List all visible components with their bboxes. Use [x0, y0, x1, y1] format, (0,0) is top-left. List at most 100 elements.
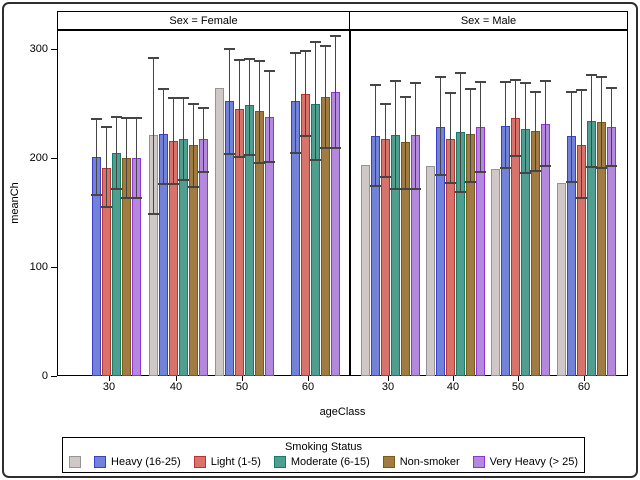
error-cap-top [390, 79, 401, 82]
error-cap-top [370, 83, 381, 86]
error-whisker [505, 81, 506, 168]
legend-entry: Heavy (16-25) [94, 454, 181, 470]
error-whisker [173, 98, 174, 185]
error-cap-bottom [500, 166, 511, 169]
error-cap-bottom [121, 197, 132, 200]
error-cap-bottom [91, 194, 102, 197]
error-cap-bottom [465, 180, 476, 183]
x-axis-title: ageClass [319, 406, 366, 418]
error-whisker [571, 91, 572, 182]
error-whisker [515, 79, 516, 156]
error-cap-top [121, 116, 132, 119]
y-tick-label: 100 [29, 261, 48, 273]
error-cap-top [198, 106, 209, 109]
error-whisker [450, 92, 451, 184]
legend-swatch-icon [472, 456, 485, 468]
error-cap-top [540, 79, 551, 82]
error-cap-bottom [188, 186, 199, 189]
error-cap-bottom [370, 185, 381, 188]
legend-entries: Heavy (16-25) Light (1-5) Moderate (6-15) N… [69, 454, 578, 470]
error-cap-bottom [234, 155, 245, 158]
legend-entry-label: Moderate (6-15) [290, 456, 370, 468]
error-cap-bottom [148, 212, 159, 215]
error-cap-top [455, 71, 466, 74]
error-cap-top [234, 58, 245, 61]
error-cap-top [310, 41, 321, 44]
x-tick-mark [242, 376, 243, 381]
error-whisker [395, 80, 396, 189]
error-cap-top [148, 56, 159, 59]
error-whisker [611, 88, 612, 166]
x-tick-label: 30 [381, 381, 395, 393]
x-tick-mark [388, 376, 389, 381]
error-cap-bottom [101, 206, 112, 209]
error-cap-bottom [254, 162, 265, 165]
error-whisker [183, 98, 184, 180]
legend-entry-label: Heavy (16-25) [111, 456, 181, 468]
y-tick-mark [51, 48, 57, 50]
error-cap-bottom [576, 197, 587, 200]
panel-header-female: Sex = Female [57, 11, 350, 30]
error-cap-bottom [530, 170, 541, 173]
error-whisker [385, 103, 386, 177]
error-cap-top [566, 90, 577, 93]
error-whisker [335, 35, 336, 149]
error-cap-top [178, 97, 189, 100]
legend-entry: Moderate (6-15) [273, 454, 370, 470]
legend-entry: Non-smoker [382, 454, 460, 470]
error-cap-top [410, 81, 421, 84]
error-cap-top [400, 95, 411, 98]
y-tick-label: 300 [29, 43, 48, 55]
error-cap-top [188, 102, 199, 105]
y-tick-mark [51, 375, 57, 377]
error-cap-top [510, 78, 521, 81]
x-tick-label: 30 [102, 381, 116, 393]
error-whisker [525, 82, 526, 174]
error-whisker [480, 81, 481, 173]
legend-swatch-icon [193, 456, 206, 468]
error-cap-top [320, 44, 331, 47]
error-cap-bottom [158, 183, 169, 186]
error-cap-top [380, 102, 391, 105]
error-whisker [153, 57, 154, 214]
error-cap-top [445, 91, 456, 94]
legend-entry-label: Very Heavy (> 25) [489, 456, 578, 468]
error-cap-bottom [168, 183, 179, 186]
error-cap-top [264, 69, 275, 72]
legend-entry: Light (1-5) [193, 454, 261, 470]
error-whisker [440, 77, 441, 176]
legend-entry-label: Light (1-5) [210, 456, 261, 468]
panel-divider [349, 30, 351, 376]
error-cap-bottom [390, 187, 401, 190]
error-cap-bottom [510, 154, 521, 157]
error-cap-bottom [566, 180, 577, 183]
x-tick-mark [584, 376, 585, 381]
error-whisker [229, 49, 230, 154]
legend-swatch-icon [94, 456, 107, 468]
x-tick-mark [518, 376, 519, 381]
error-cap-top [596, 76, 607, 79]
error-cap-top [91, 117, 102, 120]
x-tick-mark [176, 376, 177, 381]
x-tick-label: 60 [301, 381, 315, 393]
error-cap-top [300, 50, 311, 53]
error-whisker [295, 53, 296, 153]
legend-swatch-icon [69, 456, 82, 468]
error-cap-bottom [540, 164, 551, 167]
error-whisker [163, 89, 164, 185]
error-cap-top [290, 52, 301, 55]
x-tick-mark [308, 376, 309, 381]
error-whisker [96, 118, 97, 196]
error-cap-bottom [435, 174, 446, 177]
legend-swatch-icon [382, 456, 395, 468]
error-cap-top [244, 57, 255, 60]
error-cap-bottom [475, 171, 486, 174]
error-whisker [249, 58, 250, 155]
error-cap-top [465, 88, 476, 91]
error-cap-top [111, 115, 122, 118]
legend-entry: Very Heavy (> 25) [472, 454, 578, 470]
error-whisker [325, 45, 326, 149]
error-cap-bottom [198, 171, 209, 174]
error-whisker [106, 127, 107, 208]
